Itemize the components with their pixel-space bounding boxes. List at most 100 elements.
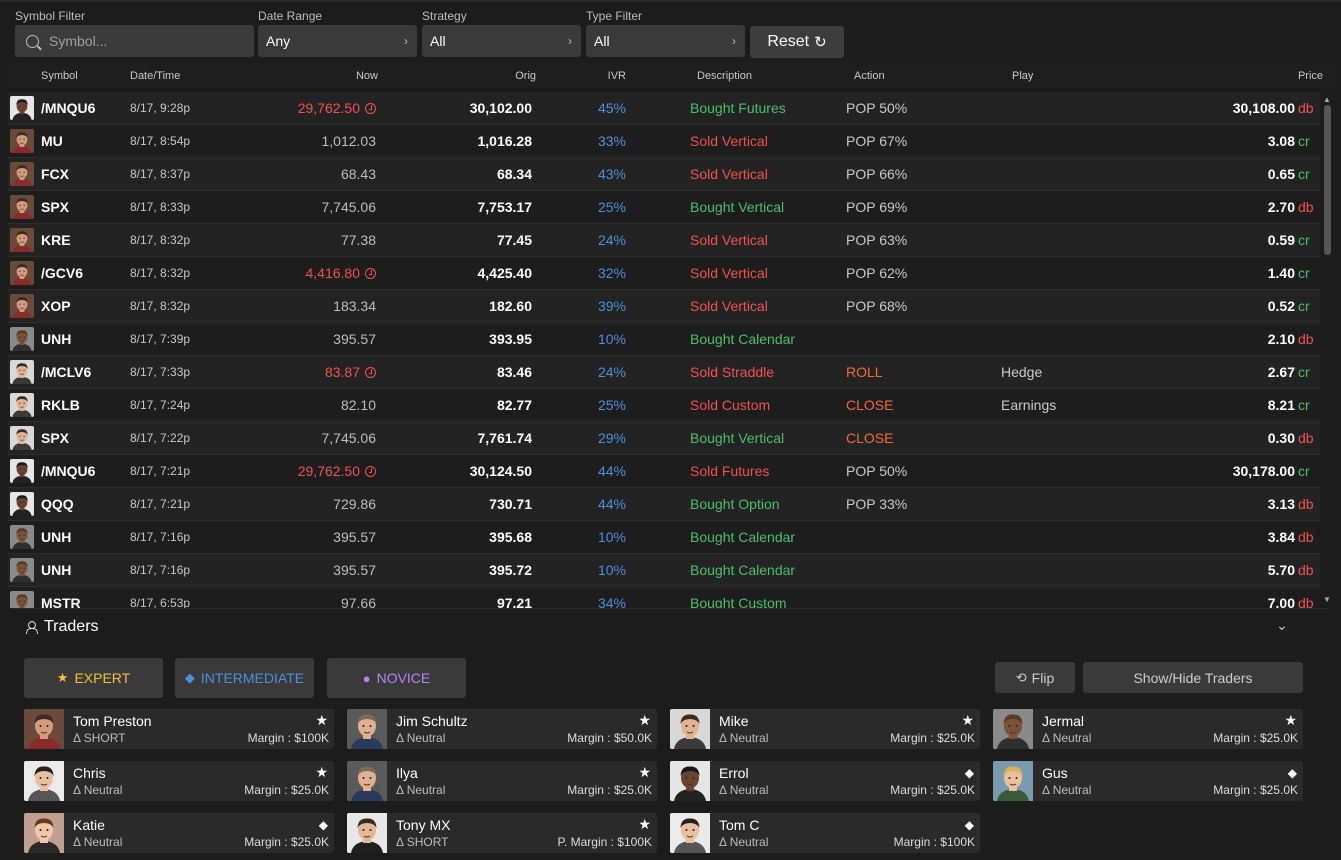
trader-name: Jermal — [1042, 713, 1085, 729]
trader-margin: P. Margin : $100K — [557, 835, 652, 849]
date-range-select[interactable]: Any › — [258, 25, 417, 57]
table-row[interactable]: /MCLV6 8/17, 7:33p 83.87 83.46 24% Sold Strad… — [8, 356, 1320, 389]
chevron-down-icon[interactable]: ⌄ — [1276, 617, 1288, 633]
table-row[interactable]: SPX 8/17, 8:33p 7,745.06 7,753.17 25% Bought … — [8, 191, 1320, 224]
trader-avatar — [10, 558, 34, 582]
row-symbol[interactable]: /MNQU6 — [41, 100, 96, 116]
row-action: POP 67% — [846, 133, 908, 149]
trader-card[interactable]: Jermal Δ Neutral Margin : $25.0K ★ — [993, 709, 1303, 749]
type-filter-select[interactable]: All › — [586, 25, 745, 57]
col-now[interactable]: Now — [355, 70, 378, 82]
table-row[interactable]: /GCV6 8/17, 8:32p 4,416.80 4,425.40 32% Sold … — [8, 257, 1320, 290]
flip-button[interactable]: ⟲ Flip — [995, 662, 1075, 693]
diamond-icon: ◆ — [184, 670, 195, 685]
table-row[interactable]: KRE 8/17, 8:32p 77.38 77.45 24% Sold Vertical… — [8, 224, 1320, 257]
col-symbol[interactable]: Symbol — [41, 70, 78, 82]
table-row[interactable]: UNH 8/17, 7:16p 395.57 395.72 10% Bought Cale… — [8, 554, 1320, 587]
row-symbol[interactable]: QQQ — [41, 496, 74, 512]
row-symbol[interactable]: MU — [41, 133, 63, 149]
row-play: Earnings — [1001, 397, 1057, 413]
row-symbol[interactable]: FCX — [41, 166, 69, 182]
trader-card[interactable]: Chris Δ Neutral Margin : $25.0K ★ — [24, 761, 334, 801]
trader-name: Errol — [719, 765, 749, 781]
row-symbol[interactable]: XOP — [41, 298, 71, 314]
scroll-down-icon[interactable]: ▼ — [1323, 595, 1331, 604]
row-price: 30,108.00 — [1232, 100, 1295, 116]
level-novice-button[interactable]: ● NOVICE — [327, 658, 466, 698]
table-row[interactable]: /MNQU6 8/17, 7:21p 29,762.50 30,124.50 44% So… — [8, 455, 1320, 488]
trader-delta: Δ Neutral — [719, 731, 769, 745]
col-price[interactable]: Price — [1297, 70, 1323, 82]
row-price: 5.70 — [1267, 562, 1295, 578]
row-symbol[interactable]: SPX — [41, 430, 70, 446]
table-row[interactable]: QQQ 8/17, 7:21p 729.86 730.71 44% Bought Opti… — [8, 488, 1320, 521]
row-ivr: 10% — [597, 529, 626, 545]
trader-delta: Δ Neutral — [719, 835, 769, 849]
row-datetime: 8/17, 9:28p — [130, 101, 191, 115]
table-row[interactable]: RKLB 8/17, 7:24p 82.10 82.77 25% Sold Custom C… — [8, 389, 1320, 422]
row-ivr: 24% — [597, 232, 626, 248]
col-ivr[interactable]: IVR — [607, 70, 626, 82]
table-row[interactable]: MSTR 8/17, 6:53p 97.66 97.21 34% Bought Custo… — [8, 587, 1320, 608]
row-price-unit: db — [1298, 331, 1314, 347]
row-description: Sold Vertical — [690, 166, 768, 182]
row-price-unit: cr — [1298, 298, 1310, 314]
reset-button[interactable]: Reset ↻ — [750, 26, 844, 58]
row-orig: 395.72 — [489, 562, 532, 578]
trader-name: Ilya — [396, 765, 418, 781]
trader-card[interactable]: Katie Δ Neutral Margin : $25.0K ◆ — [24, 813, 334, 853]
level-expert-button[interactable]: ★ EXPERT — [24, 658, 163, 698]
row-action: POP 50% — [846, 463, 908, 479]
col-orig[interactable]: Orig — [515, 70, 536, 82]
col-play[interactable]: Play — [1012, 70, 1034, 82]
diamond-icon: ◆ — [1287, 766, 1297, 780]
trader-card[interactable]: Errol Δ Neutral Margin : $25.0K ◆ — [670, 761, 980, 801]
table-row[interactable]: MU 8/17, 8:54p 1,012.03 1,016.28 33% Sold Ver… — [8, 125, 1320, 158]
strategy-label: Strategy — [422, 9, 467, 23]
row-now: 395.57 — [333, 331, 376, 347]
col-datetime[interactable]: Date/Time — [130, 70, 181, 82]
table-row[interactable]: SPX 8/17, 7:22p 7,745.06 7,761.74 29% Bought … — [8, 422, 1320, 455]
table-row[interactable]: XOP 8/17, 8:32p 183.34 182.60 39% Sold Vertic… — [8, 290, 1320, 323]
table-scrollbar[interactable]: ▲ ▼ — [1322, 92, 1334, 608]
table-header: Symbol Date/Time Now Orig IVR Descriptio… — [8, 62, 1336, 92]
alert-clock-icon — [365, 268, 376, 279]
col-description[interactable]: Description — [697, 70, 753, 82]
row-symbol[interactable]: UNH — [41, 562, 72, 578]
trader-card[interactable]: Jim Schultz Δ Neutral Margin : $50.0K ★ — [347, 709, 657, 749]
row-symbol[interactable]: RKLB — [41, 397, 80, 413]
trader-card[interactable]: Gus Δ Neutral Margin : $25.0K ◆ — [993, 761, 1303, 801]
level-intermediate-button[interactable]: ◆ INTERMEDIATE — [175, 658, 314, 698]
row-symbol[interactable]: /GCV6 — [41, 265, 84, 281]
trader-card[interactable]: Ilya Δ Neutral Margin : $25.0K ★ — [347, 761, 657, 801]
row-description: Sold Vertical — [690, 232, 768, 248]
scroll-up-icon[interactable]: ▲ — [1323, 95, 1331, 104]
strategy-select[interactable]: All › — [422, 25, 581, 57]
table-row[interactable]: UNH 8/17, 7:39p 395.57 393.95 10% Bought Cale… — [8, 323, 1320, 356]
table-row[interactable]: FCX 8/17, 8:37p 68.43 68.34 43% Sold Vertical… — [8, 158, 1320, 191]
row-now-value: 83.87 — [324, 364, 360, 380]
trader-card[interactable]: Tom C Δ Neutral Margin : $100K ◆ — [670, 813, 980, 853]
row-description: Sold Custom — [690, 397, 771, 413]
row-price-unit: db — [1298, 430, 1314, 446]
date-range-label: Date Range — [258, 9, 323, 23]
row-symbol[interactable]: UNH — [41, 331, 72, 347]
trader-card[interactable]: Tony MX Δ SHORT P. Margin : $100K ★ — [347, 813, 657, 853]
trader-card[interactable]: Tom Preston Δ SHORT Margin : $100K ★ — [24, 709, 334, 749]
star-icon: ★ — [1284, 712, 1297, 728]
row-symbol[interactable]: UNH — [41, 529, 72, 545]
row-symbol[interactable]: MSTR — [41, 595, 81, 608]
table-row[interactable]: UNH 8/17, 7:16p 395.57 395.68 10% Bought Cale… — [8, 521, 1320, 554]
trader-avatar — [10, 393, 34, 417]
scroll-thumb[interactable] — [1324, 105, 1331, 255]
row-symbol[interactable]: /MCLV6 — [41, 364, 92, 380]
table-row[interactable]: /MNQU6 8/17, 9:28p 29,762.50 30,102.00 45% Bo… — [8, 92, 1320, 125]
row-symbol[interactable]: /MNQU6 — [41, 463, 96, 479]
col-action[interactable]: Action — [854, 70, 885, 82]
symbol-filter-input[interactable]: Symbol... — [15, 25, 254, 57]
trader-card[interactable]: Mike Δ Neutral Margin : $25.0K ★ — [670, 709, 980, 749]
show-hide-traders-button[interactable]: Show/Hide Traders — [1083, 662, 1303, 693]
row-symbol[interactable]: SPX — [41, 199, 70, 215]
row-symbol[interactable]: KRE — [41, 232, 71, 248]
row-now-value: 395.57 — [333, 331, 376, 347]
